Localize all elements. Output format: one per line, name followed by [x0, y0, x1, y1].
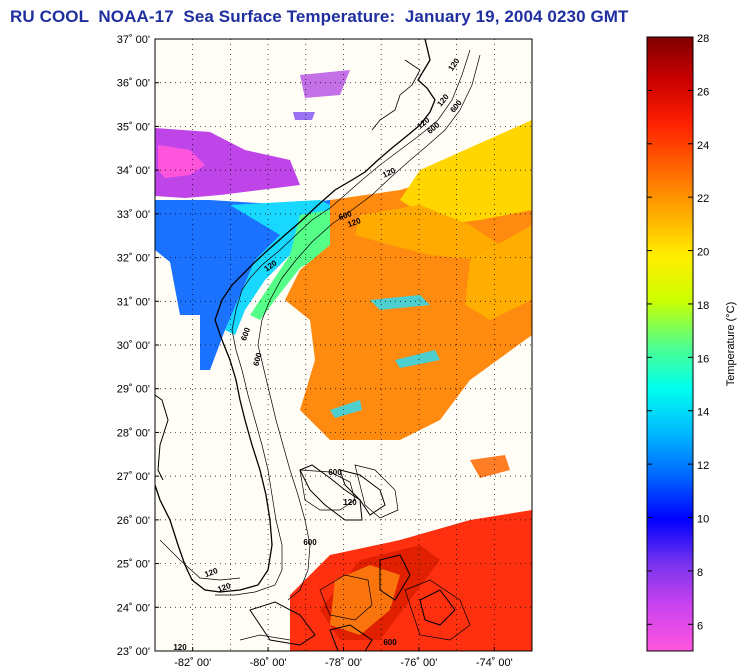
- lat-label: 33˚ 00': [117, 209, 150, 221]
- sst-orange-patch: [470, 455, 510, 478]
- isobath-label: 120: [346, 216, 362, 229]
- sst-coldest-pink: [158, 145, 205, 178]
- sst-cyan-streaks: [330, 295, 440, 418]
- isobath-bahamas-east: [404, 579, 471, 641]
- isobath-bahamas-banks: [319, 574, 373, 621]
- lon-label: -76˚ 00': [400, 657, 437, 669]
- isobath-600m: [257, 54, 481, 601]
- coastline-pamlico-sound: [371, 59, 421, 131]
- sst-offshore-band: [465, 225, 532, 320]
- lon-label: -78˚ 00': [325, 657, 362, 669]
- coastline-grand-bahama: [339, 469, 386, 516]
- isobath-label: 600: [303, 538, 317, 547]
- gridlines: [155, 39, 532, 651]
- isobath-label: 600: [252, 351, 264, 367]
- lon-label: -74˚ 00': [476, 657, 513, 669]
- lat-label: 37˚ 00': [117, 34, 150, 46]
- lat-label: 30˚ 00': [117, 340, 150, 352]
- isobath-bahamas: [299, 469, 356, 511]
- coastline-us-east: [155, 39, 436, 593]
- sst-shelf-blue: [155, 200, 340, 370]
- coastline-florida-keys: [329, 624, 373, 651]
- lat-label: 26˚ 00': [117, 515, 150, 527]
- isobath-gulf: [159, 539, 241, 581]
- isobath-label: 120: [203, 566, 219, 579]
- lon-label: -80˚ 00': [250, 657, 287, 669]
- isobath-label: 600: [383, 638, 397, 647]
- sst-purple-north: [300, 70, 350, 98]
- lat-label: 31˚ 00': [117, 296, 150, 308]
- sst-gulfstream-amber: [355, 205, 500, 260]
- lat-label: 35˚ 00': [117, 121, 150, 133]
- isobath-grand-bahama: [354, 464, 399, 519]
- sst-gulfstream-yellow: [400, 120, 532, 225]
- lat-label: 36˚ 00': [117, 78, 150, 90]
- isobath-label: 600: [337, 209, 353, 222]
- isobath-label: 600: [239, 326, 252, 342]
- lat-label: 27˚ 00': [117, 471, 150, 483]
- isobath-label: 600: [328, 468, 342, 477]
- isobath-label: 120: [343, 498, 357, 507]
- sst-imagery: [155, 70, 532, 651]
- sst-purple-speck: [293, 112, 315, 120]
- lat-label: 29˚ 00': [117, 384, 150, 396]
- coastline-cuba: [249, 601, 316, 646]
- coastline-gulf: [155, 394, 169, 481]
- chart-title: RU COOL NOAA-17 Sea Surface Temperature:…: [10, 7, 629, 26]
- isobath-south: [239, 634, 291, 641]
- lat-label: 32˚ 00': [117, 253, 150, 265]
- lat-label: 23˚ 00': [117, 646, 150, 658]
- lat-label: 34˚ 00': [117, 165, 150, 177]
- sst-bahamas-banks: [330, 565, 400, 635]
- lat-label: 28˚ 00': [117, 427, 150, 439]
- coastline-bahamas-south: [379, 554, 456, 626]
- isobath-label: 120: [216, 581, 232, 594]
- lon-label: -82˚ 00': [174, 657, 211, 669]
- isobaths: [159, 49, 481, 641]
- sst-cold-magenta: [155, 128, 300, 198]
- latitude-labels: 37˚ 00' 36˚ 00' 35˚ 00' 34˚ 00' 33˚ 00' 32˚ 0…: [117, 34, 159, 658]
- isobath-label: 120: [173, 643, 187, 652]
- isobath-120m: [215, 49, 471, 596]
- lat-label: 24˚ 00': [117, 602, 150, 614]
- lat-label: 25˚ 00': [117, 559, 150, 571]
- longitude-labels: -82˚ 00' -80˚ 00' -78˚ 00' -76˚ 00' -74˚ 00': [174, 647, 513, 669]
- sst-florida-strait: [300, 440, 532, 530]
